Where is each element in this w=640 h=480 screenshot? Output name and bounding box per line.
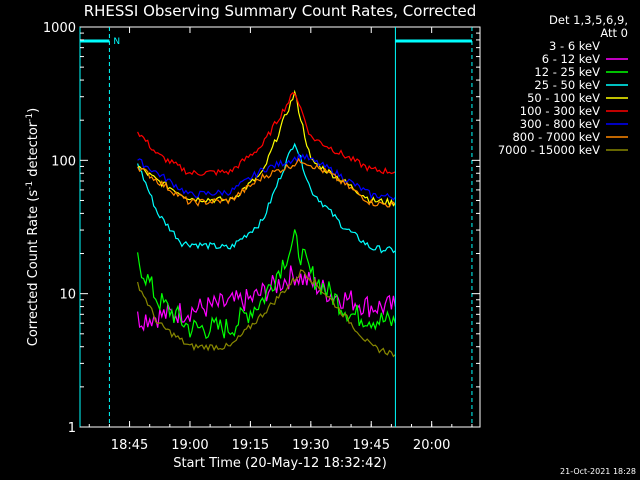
series-line-1 (137, 265, 396, 332)
legend-label-8: 7000 - 15000 keV (498, 143, 600, 157)
series-line-2 (137, 229, 396, 340)
series-line-6 (137, 152, 396, 201)
legend-header-2: Att 0 (600, 26, 628, 40)
legend-label-0: 3 - 6 keV (549, 39, 600, 53)
y-axis-label-main: Corrected Count Rate (s (26, 190, 41, 347)
x-tick-label-4: 19:45 (353, 438, 390, 453)
series-line-3 (137, 142, 396, 254)
x-tick-label-2: 19:15 (232, 438, 269, 453)
y-tick-label-3: 1000 (43, 21, 76, 36)
x-tick-label-3: 19:30 (292, 438, 329, 453)
footer-date: 21-Oct-2021 18:28 (560, 467, 636, 476)
y-tick-label-0: 1 (68, 421, 76, 436)
legend-label-6: 300 - 800 keV (520, 117, 600, 131)
y-axis-label-end: ) (26, 108, 41, 113)
legend-label-5: 100 - 300 keV (520, 104, 600, 118)
x-tick-label-5: 20:00 (413, 438, 450, 453)
y-axis-label-sup1: -1 (25, 181, 35, 190)
legend-label-1: 6 - 12 keV (542, 52, 600, 66)
legend-header-1: Det 1,3,5,6,9, (549, 13, 628, 27)
y-tick-label-1: 10 (59, 288, 76, 303)
series-line-0 (137, 307, 396, 417)
chart-title: RHESSI Observing Summary Count Rates, Co… (84, 2, 477, 20)
legend-label-3: 25 - 50 keV (534, 78, 600, 92)
y-tick-label-2: 100 (51, 154, 76, 169)
series-line-4 (137, 89, 396, 207)
x-axis-label: Start Time (20-May-12 18:32:42) (173, 456, 387, 471)
series-line-5 (137, 92, 396, 177)
x-tick-label-1: 19:00 (171, 438, 208, 453)
y-axis-label: Corrected Count Rate (s-1 detector-1) (25, 108, 41, 346)
axis-layer: 18:45 19:00 19:15 19:30 19:45 20:00 1 10 100 1000 (43, 21, 480, 453)
series-line-8 (137, 269, 396, 358)
legend-label-2: 12 - 25 keV (534, 65, 600, 79)
series-layer (137, 89, 396, 417)
series-line-7 (137, 157, 396, 208)
n-flag-label: N (113, 37, 120, 47)
plot-frame (79, 26, 481, 428)
y-axis-label-mid: detector (26, 121, 41, 181)
y-axis-label-sup2: -1 (25, 113, 35, 122)
legend-label-7: 800 - 7000 keV (512, 130, 600, 144)
flag-layer: N (79, 27, 473, 427)
legend-label-4: 50 - 100 keV (527, 91, 600, 105)
x-tick-label-0: 18:45 (111, 438, 148, 453)
